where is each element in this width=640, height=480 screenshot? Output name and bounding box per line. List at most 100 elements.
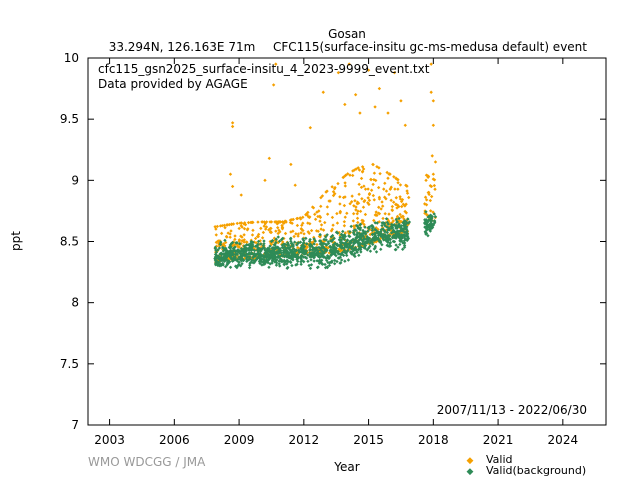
valid-point xyxy=(429,184,434,189)
background-point xyxy=(285,258,289,262)
valid-point xyxy=(267,156,271,161)
valid-point xyxy=(256,220,260,224)
background-point xyxy=(356,247,361,252)
valid-point xyxy=(343,195,347,199)
background-point xyxy=(246,258,251,262)
valid-point xyxy=(299,227,304,231)
background-point xyxy=(424,210,428,214)
background-point xyxy=(428,229,433,233)
valid-point xyxy=(230,121,235,125)
background-point xyxy=(381,235,385,239)
background-point xyxy=(354,247,358,251)
background-point xyxy=(380,221,384,225)
background-point xyxy=(306,259,310,264)
filename-note: cfc115_gsn2025_surface-insitu_4_2023-999… xyxy=(98,62,430,76)
background-point xyxy=(218,256,223,261)
valid-point xyxy=(288,218,293,222)
background-point xyxy=(312,242,316,246)
background-point xyxy=(399,233,403,237)
background-point xyxy=(339,261,343,265)
valid-point xyxy=(298,216,302,220)
background-point xyxy=(353,251,357,256)
background-point xyxy=(258,258,262,263)
valid-point xyxy=(233,237,237,242)
background-point xyxy=(292,240,297,244)
background-point xyxy=(335,259,339,264)
background-point xyxy=(215,261,220,266)
background-point xyxy=(399,224,404,228)
valid-point xyxy=(231,222,236,226)
background-point xyxy=(401,241,405,245)
valid-point xyxy=(319,195,323,200)
background-point xyxy=(222,247,227,251)
background-point xyxy=(297,250,301,254)
valid-point xyxy=(369,188,374,192)
background-point xyxy=(258,261,262,266)
background-point xyxy=(401,221,405,225)
background-point xyxy=(406,217,410,221)
background-point xyxy=(279,237,284,242)
valid-point xyxy=(423,211,427,215)
background-point xyxy=(276,245,280,250)
valid-point xyxy=(240,225,244,229)
background-point xyxy=(371,225,375,229)
valid-point xyxy=(315,210,319,214)
valid-point xyxy=(253,236,258,241)
valid-point xyxy=(335,211,339,216)
background-point xyxy=(237,248,241,253)
location-label: 33.294N, 126.163E 71m xyxy=(109,40,256,54)
background-point xyxy=(357,253,361,258)
valid-point xyxy=(242,238,246,242)
valid-point xyxy=(390,204,395,209)
valid-point xyxy=(267,228,271,232)
valid-point xyxy=(383,212,387,216)
valid-point xyxy=(230,184,235,189)
background-point xyxy=(370,232,375,237)
valid-point xyxy=(249,220,254,225)
valid-point xyxy=(327,251,331,255)
valid-point xyxy=(262,224,266,228)
station-title: Gosan xyxy=(328,27,366,41)
valid-point xyxy=(381,216,385,221)
valid-point xyxy=(384,189,389,193)
background-point xyxy=(315,248,319,252)
background-point xyxy=(358,222,362,227)
valid-point xyxy=(263,178,267,183)
valid-point xyxy=(237,245,241,249)
valid-point xyxy=(429,194,434,199)
background-point xyxy=(348,239,352,244)
valid-point xyxy=(318,219,322,223)
valid-point xyxy=(423,195,428,199)
valid-point xyxy=(374,210,378,214)
valid-point xyxy=(389,198,393,203)
background-point xyxy=(261,243,266,248)
valid-point xyxy=(423,209,427,213)
background-point xyxy=(308,245,312,249)
background-point xyxy=(385,220,390,225)
valid-point xyxy=(356,166,360,170)
valid-point xyxy=(271,83,276,87)
background-point xyxy=(348,230,352,234)
background-point xyxy=(272,243,276,247)
background-point xyxy=(233,264,238,268)
valid-point xyxy=(338,202,342,206)
background-point xyxy=(330,238,335,243)
valid-point xyxy=(256,234,260,239)
background-point xyxy=(352,231,356,236)
background-point xyxy=(373,221,377,225)
background-point xyxy=(282,248,286,252)
background-point xyxy=(262,262,266,267)
y-tick-label: 7 xyxy=(71,418,79,432)
background-point xyxy=(351,237,355,241)
background-point xyxy=(362,245,367,249)
valid-point xyxy=(346,172,350,176)
valid-point xyxy=(398,183,403,187)
background-point xyxy=(308,242,313,246)
background-point xyxy=(343,259,347,263)
y-axis: 7 7.5 8 8.5 9 9.5 10 xyxy=(60,51,606,432)
valid-point xyxy=(357,192,361,196)
valid-point xyxy=(362,184,366,188)
background-point xyxy=(308,266,313,271)
valid-point xyxy=(228,172,233,176)
background-point xyxy=(316,265,320,269)
